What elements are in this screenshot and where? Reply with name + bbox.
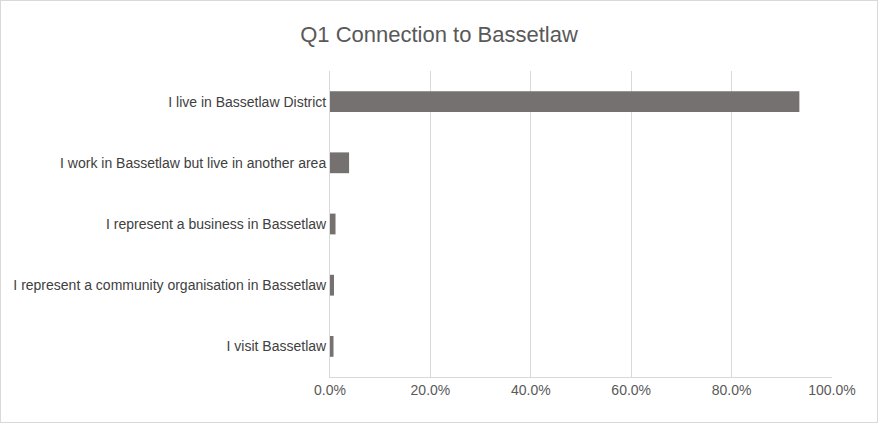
svg-text:20.0%: 20.0% [411,382,451,398]
svg-text:40.0%: 40.0% [511,382,551,398]
svg-text:I work in Bassetlaw but live i: I work in Bassetlaw but live in another … [60,155,326,171]
svg-text:100.0%: 100.0% [808,382,855,398]
svg-text:Q1 Connection to Bassetlaw: Q1 Connection to Bassetlaw [300,22,578,47]
svg-text:0.0%: 0.0% [314,382,346,398]
svg-text:I represent a community organi: I represent a community organisation in … [13,277,327,293]
svg-text:I represent a business in Bass: I represent a business in Bassetlaw [106,216,327,232]
svg-text:I visit Bassetlaw: I visit Bassetlaw [227,338,327,354]
svg-text:80.0%: 80.0% [712,382,752,398]
svg-text:60.0%: 60.0% [611,382,651,398]
svg-text:I live in Bassetlaw District: I live in Bassetlaw District [168,94,326,110]
